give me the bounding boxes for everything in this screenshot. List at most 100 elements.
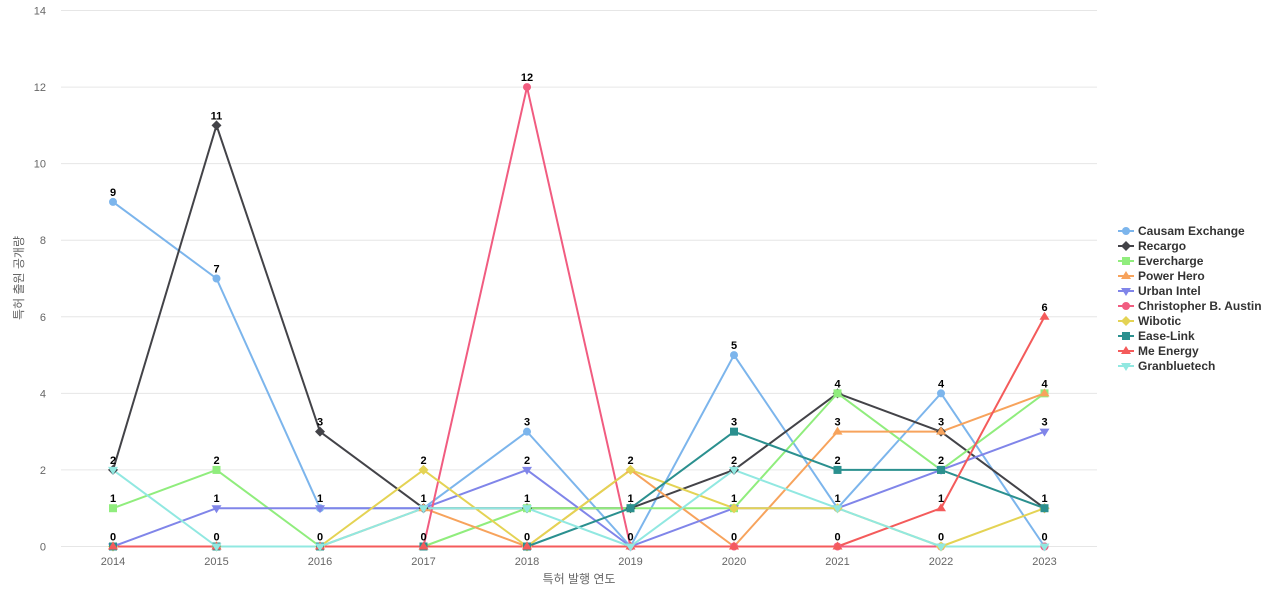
data-label: 4 xyxy=(938,378,945,390)
x-tick-label: 2023 xyxy=(1032,556,1056,568)
data-label: 0 xyxy=(731,532,737,544)
point-power-hero xyxy=(1039,388,1050,397)
legend-item-wibotic[interactable]: Wibotic xyxy=(1118,314,1182,328)
point-power-hero xyxy=(936,426,946,435)
data-label: 3 xyxy=(731,417,737,429)
x-tick-label: 2020 xyxy=(722,556,746,568)
data-label: 2 xyxy=(524,455,530,467)
point-evercharge xyxy=(833,389,842,398)
point-causam-exchange xyxy=(212,274,221,283)
x-axis-ticks: 2014 2015 2016 2017 2018 2019 2020 2021 2022 2023 xyxy=(101,556,1057,568)
series-line-granbluetech xyxy=(112,468,1045,548)
legend-label: Ease-Link xyxy=(1138,329,1195,343)
point-urban-intel xyxy=(315,505,325,514)
x-tick-label: 2018 xyxy=(515,556,539,568)
point-granbluetech xyxy=(729,466,739,475)
point-granbluetech xyxy=(936,543,946,552)
data-label: 0 xyxy=(110,532,116,544)
point-christopher-b-austin xyxy=(523,83,531,92)
data-label: 2 xyxy=(110,455,116,467)
legend-label: Causam Exchange xyxy=(1138,224,1245,238)
data-label: 5 xyxy=(731,340,737,352)
data-label: 0 xyxy=(627,532,633,544)
point-granbluetech xyxy=(832,505,843,514)
series-lines xyxy=(112,86,1046,548)
legend-item-causam-exchange[interactable]: Causam Exchange xyxy=(1118,224,1245,238)
y-tick-label: 14 xyxy=(34,6,46,18)
y-tick-label: 4 xyxy=(40,388,46,400)
legend-item-ease-link[interactable]: Ease-Link xyxy=(1118,329,1195,343)
point-me-energy xyxy=(108,541,118,550)
point-granbluetech xyxy=(211,543,222,552)
data-label: 0 xyxy=(1041,532,1047,544)
x-axis-title: 특허 발행 연도 xyxy=(543,571,616,586)
legend-label: Christopher B. Austin xyxy=(1138,299,1262,313)
point-ease-link xyxy=(626,504,635,513)
data-label: 3 xyxy=(317,417,323,429)
x-tick-label: 2015 xyxy=(204,556,228,568)
point-causam-exchange xyxy=(523,427,531,436)
x-tick-label: 2014 xyxy=(101,556,125,568)
point-me-energy xyxy=(1039,311,1050,320)
legend-item-power-hero[interactable]: Power Hero xyxy=(1118,269,1205,283)
y-tick-label: 6 xyxy=(40,312,46,324)
y-tick-label: 12 xyxy=(34,82,46,94)
legend-label: Recargo xyxy=(1138,239,1186,253)
legend-label: Urban Intel xyxy=(1138,284,1201,298)
legend-item-granbluetech[interactable]: Granbluetech xyxy=(1118,359,1215,373)
data-label: 2 xyxy=(213,455,219,467)
point-granbluetech xyxy=(315,543,325,552)
legend-marker-icon xyxy=(1121,288,1131,296)
data-label: 7 xyxy=(213,264,219,276)
data-label: 1 xyxy=(524,493,530,505)
y-axis-ticks: 0 2 4 6 8 10 12 14 xyxy=(34,6,46,554)
legend-item-recargo[interactable]: Recargo xyxy=(1118,239,1186,253)
data-label: 2 xyxy=(834,455,840,467)
data-label: 4 xyxy=(1041,378,1048,390)
y-tick-label: 2 xyxy=(40,465,46,477)
x-tick-label: 2016 xyxy=(308,556,332,568)
data-labels: 9 2 1 0 11 7 2 1 0 3 1 0 2 1 0 12 3 2 1 0 2 1 0 5 3 2 1 0 4 3 2 1 0 4 3 2 1 0… xyxy=(110,72,1049,543)
point-causam-exchange xyxy=(937,389,945,398)
point-ease-link xyxy=(1040,504,1049,513)
x-tick-label: 2021 xyxy=(825,556,849,568)
legend-item-me-energy[interactable]: Me Energy xyxy=(1118,344,1199,358)
data-label: 0 xyxy=(524,532,530,544)
point-wibotic xyxy=(625,464,636,475)
legend-item-christopher-b-austin[interactable]: Christopher B. Austin xyxy=(1118,299,1262,313)
point-granbluetech xyxy=(418,505,429,514)
point-recargo xyxy=(211,120,222,131)
data-label: 1 xyxy=(938,493,944,505)
data-label: 11 xyxy=(211,110,223,122)
legend-label: Granbluetech xyxy=(1138,359,1215,373)
legend-item-urban-intel[interactable]: Urban Intel xyxy=(1118,284,1201,298)
data-label: 0 xyxy=(213,532,219,544)
point-evercharge xyxy=(212,465,221,474)
x-tick-label: 2022 xyxy=(929,556,953,568)
point-causam-exchange xyxy=(730,351,738,360)
point-me-energy xyxy=(522,541,532,550)
y-tick-label: 0 xyxy=(40,542,46,554)
data-label: 3 xyxy=(524,417,530,429)
data-label: 2 xyxy=(938,455,944,467)
legend-label: Me Energy xyxy=(1138,344,1199,358)
point-granbluetech xyxy=(1039,543,1050,552)
data-label: 0 xyxy=(420,532,426,544)
data-label: 1 xyxy=(317,493,323,505)
point-evercharge xyxy=(109,504,117,513)
data-label: 12 xyxy=(521,72,533,84)
series-line-causam-exchange xyxy=(112,201,1046,548)
point-granbluetech xyxy=(108,466,118,475)
legend-marker-icon xyxy=(1122,302,1130,310)
point-power-hero xyxy=(832,426,843,435)
point-ease-link xyxy=(937,465,945,474)
y-tick-label: 8 xyxy=(40,235,46,247)
data-label: 1 xyxy=(834,493,840,505)
point-granbluetech xyxy=(522,505,532,514)
legend-item-evercharge[interactable]: Evercharge xyxy=(1118,254,1204,268)
data-label: 3 xyxy=(834,417,840,429)
legend-marker-icon xyxy=(1121,363,1131,371)
legend-marker-icon xyxy=(1122,332,1130,340)
